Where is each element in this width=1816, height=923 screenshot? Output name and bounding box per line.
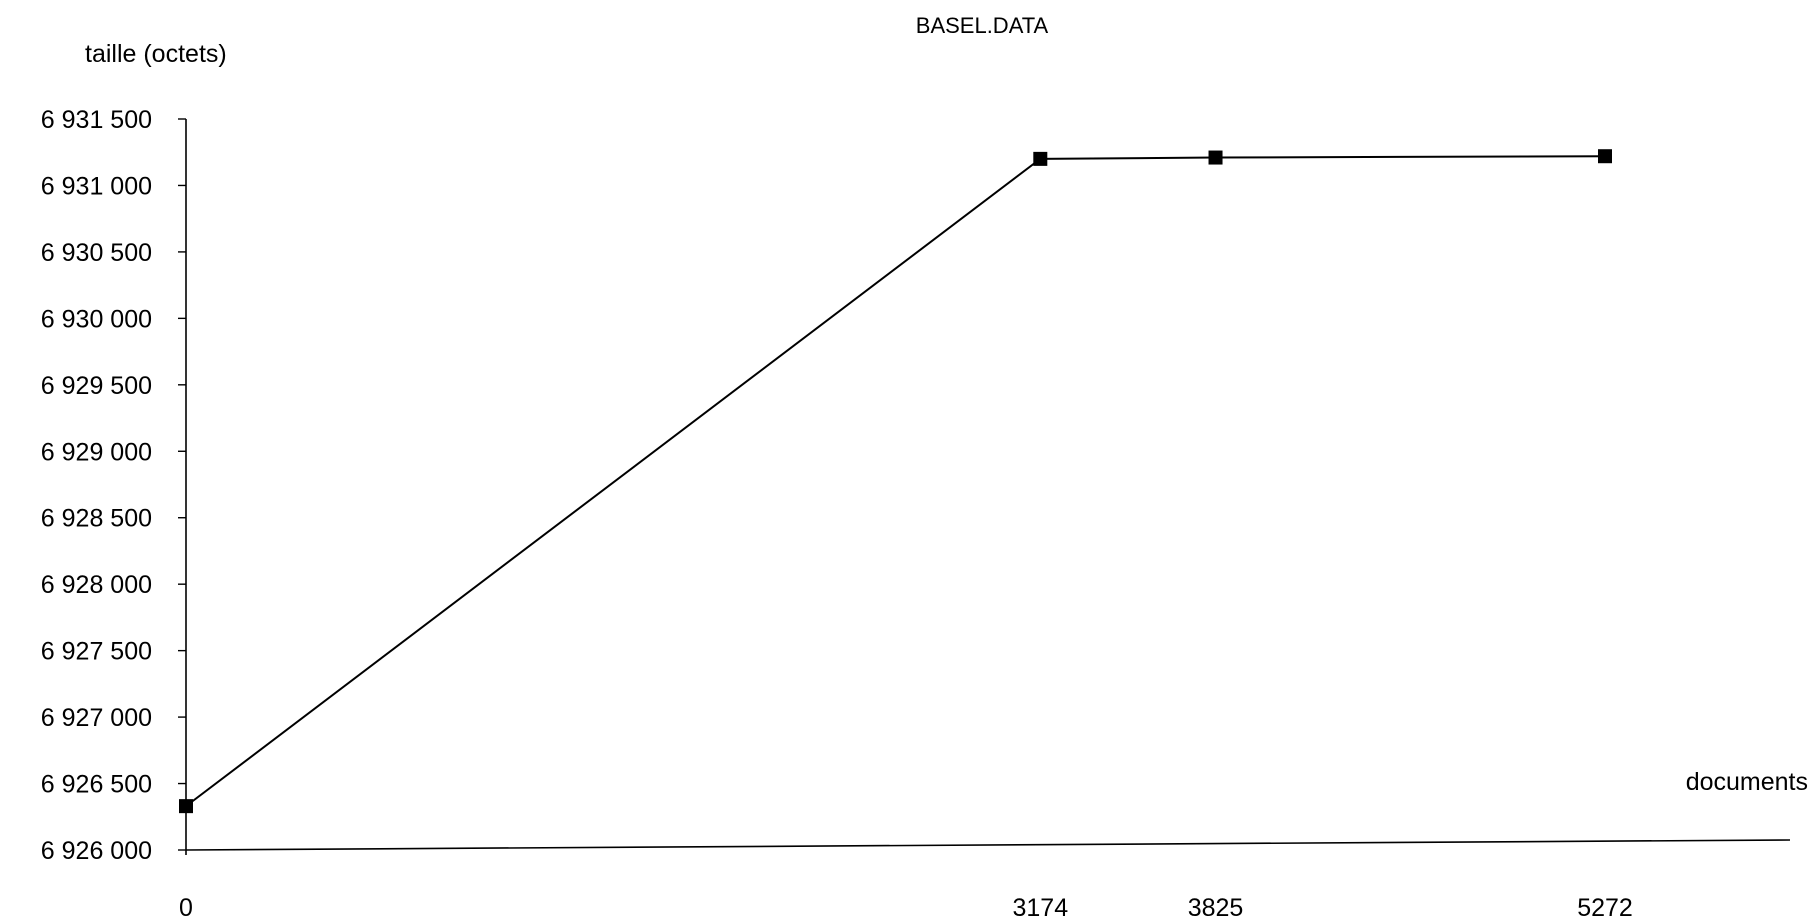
data-series [179,149,1612,814]
x-tick-label: 5272 [1577,894,1633,922]
y-tick-label: 6 929 000 [41,438,152,466]
y-tick-label: 6 926 000 [41,837,152,865]
chart-title: BASEL.DATA [916,13,1049,38]
series-line [185,155,1606,807]
y-axis-title: taille (octets) [85,40,227,68]
x-tick-label: 3174 [1012,894,1068,922]
y-tick-label: 6 930 000 [41,305,152,333]
y-tick-label: 6 927 500 [41,638,152,666]
data-point-marker [1208,150,1223,165]
x-axis: 0 3174 3825 5272 [179,839,1791,922]
y-tick-label: 6 931 000 [41,172,152,200]
y-axis: 6 926 000 6 926 500 6 927 000 6 927 500 6 92… [41,106,187,865]
y-tick-label: 6 926 500 [41,771,152,799]
x-axis-title: documents [1686,768,1808,796]
x-tick-label: 3825 [1188,894,1244,922]
y-tick-label: 6 931 500 [41,106,152,134]
y-tick-label: 6 930 500 [41,239,152,267]
data-point-marker [1598,149,1612,164]
data-point-marker [1033,151,1048,166]
y-tick-label: 6 928 000 [41,571,152,599]
x-tick-label: 0 [179,894,193,922]
data-point-marker [179,799,193,814]
y-tick-label: 6 928 500 [41,505,152,533]
x-axis-line [185,839,1791,851]
y-tick-label: 6 927 000 [41,704,152,732]
y-tick-label: 6 929 500 [41,372,152,400]
